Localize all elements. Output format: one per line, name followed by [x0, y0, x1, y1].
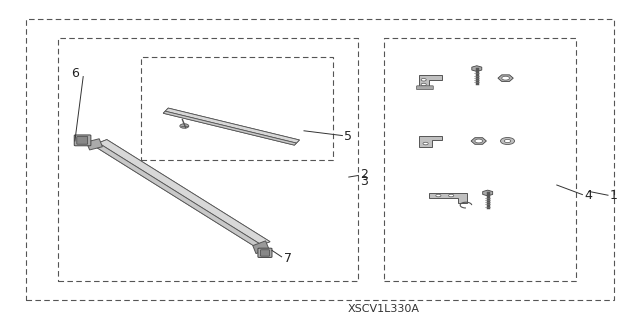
Text: 6: 6 — [72, 67, 79, 80]
Polygon shape — [419, 75, 442, 88]
FancyBboxPatch shape — [74, 135, 91, 146]
Text: XSCV1L330A: XSCV1L330A — [348, 304, 420, 315]
Polygon shape — [163, 111, 296, 145]
Circle shape — [421, 78, 426, 81]
FancyBboxPatch shape — [260, 250, 269, 256]
Bar — [58, 38, 358, 281]
FancyBboxPatch shape — [77, 137, 88, 144]
Polygon shape — [99, 140, 270, 245]
Bar — [141, 57, 333, 160]
Polygon shape — [419, 136, 442, 147]
Polygon shape — [86, 139, 102, 150]
Polygon shape — [498, 75, 513, 81]
Circle shape — [449, 194, 454, 197]
Circle shape — [504, 139, 511, 143]
Circle shape — [502, 76, 509, 80]
Text: 7: 7 — [284, 252, 292, 265]
Polygon shape — [253, 241, 269, 254]
Polygon shape — [93, 143, 262, 247]
Polygon shape — [93, 140, 270, 247]
Polygon shape — [163, 108, 300, 145]
Polygon shape — [429, 193, 467, 203]
Text: 3: 3 — [360, 175, 368, 188]
Polygon shape — [483, 190, 493, 196]
Text: 4: 4 — [584, 189, 592, 202]
Bar — [26, 19, 614, 300]
Text: 1: 1 — [610, 189, 618, 202]
Circle shape — [423, 142, 428, 145]
FancyBboxPatch shape — [258, 248, 272, 257]
FancyBboxPatch shape — [417, 86, 433, 90]
Polygon shape — [472, 66, 482, 71]
Circle shape — [436, 194, 441, 197]
Text: 5: 5 — [344, 130, 353, 143]
Polygon shape — [471, 138, 486, 144]
Circle shape — [500, 137, 515, 145]
Circle shape — [421, 83, 426, 86]
Circle shape — [475, 139, 483, 143]
Text: 2: 2 — [360, 168, 368, 181]
Circle shape — [180, 124, 189, 128]
Bar — [384, 38, 576, 281]
Polygon shape — [165, 108, 300, 143]
